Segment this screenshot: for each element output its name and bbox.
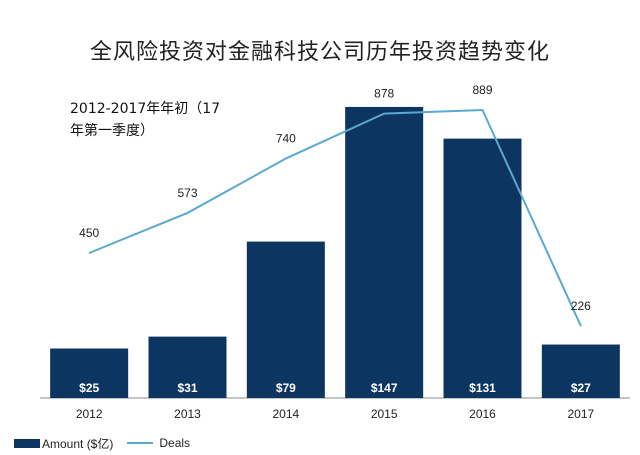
legend-deals-label: Deals <box>159 436 191 450</box>
deals-label-2013: 573 <box>177 186 197 200</box>
legend-amount-label: Amount ($亿) <box>42 436 114 451</box>
chart-legend: Amount ($亿) Deals <box>14 435 190 451</box>
x-tick-label-2017: 2017 <box>567 407 594 421</box>
deals-label-2015: 878 <box>374 87 394 101</box>
bar-value-label-2012: $25 <box>79 381 99 395</box>
chart-subtitle: 2012-2017年年初（17 年第一季度） <box>70 98 270 142</box>
deals-label-2014: 740 <box>276 132 296 146</box>
x-tick-label-2015: 2015 <box>371 407 398 421</box>
bars-layer: $25 $31 $79 $147 $131 $27 <box>50 106 620 398</box>
deals-point-2014 <box>285 158 287 160</box>
deals-point-2013 <box>187 212 188 214</box>
bar-value-label-2014: $79 <box>276 381 296 395</box>
bar-value-label-2015: $147 <box>371 381 398 395</box>
deals-point-2017 <box>580 325 582 327</box>
bar-value-label-2016: $131 <box>469 381 496 395</box>
legend-bar-swatch <box>14 438 40 448</box>
deals-label-2012: 450 <box>79 226 99 240</box>
bar-2014 <box>246 241 325 398</box>
x-tick-label-2016: 2016 <box>469 407 496 421</box>
subtitle-line-2: 年第一季度） <box>70 123 154 139</box>
x-tick-label-2012: 2012 <box>76 407 103 421</box>
deals-point-2016 <box>482 109 483 111</box>
bar-value-label-2013: $31 <box>177 381 197 395</box>
bar-2015 <box>345 106 424 398</box>
bar-2012 <box>50 348 129 398</box>
line-layer: 450 573 740 878 889 226 <box>79 83 591 327</box>
deals-label-2017: 226 <box>571 299 591 313</box>
bar-2017 <box>541 344 620 398</box>
subtitle-line-1: 2012-2017年年初（17 <box>70 101 221 117</box>
x-tick-label-2013: 2013 <box>174 407 201 421</box>
chart-title: 全风险投资对金融科技公司历年投资趋势变化 <box>89 40 550 65</box>
deals-line <box>88 108 582 327</box>
bar-2016 <box>443 138 522 398</box>
deals-label-2016: 889 <box>472 83 492 97</box>
bar-value-label-2017: $27 <box>571 381 591 395</box>
deals-point-2012 <box>88 252 90 254</box>
x-tick-label-2014: 2014 <box>272 407 299 421</box>
ticks-layer: 2012 2013 2014 2015 2016 2017 <box>76 407 595 421</box>
deals-point-2015 <box>383 113 385 115</box>
legend-line-swatch <box>127 442 154 444</box>
bar-2013 <box>148 336 227 398</box>
